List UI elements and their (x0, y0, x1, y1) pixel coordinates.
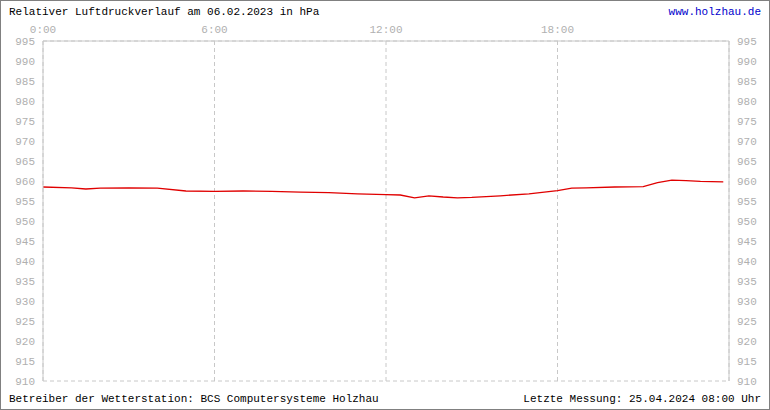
svg-text:990: 990 (737, 56, 757, 68)
svg-text:920: 920 (15, 336, 35, 348)
svg-text:955: 955 (15, 196, 35, 208)
svg-text:935: 935 (737, 276, 757, 288)
svg-text:980: 980 (15, 96, 35, 108)
svg-text:940: 940 (15, 256, 35, 268)
svg-text:910: 910 (15, 376, 35, 388)
svg-text:940: 940 (737, 256, 757, 268)
svg-text:935: 935 (15, 276, 35, 288)
html-text:Betreiber der Wetterstation: B: Betreiber der Wetterstation: BCS Compute… (9, 393, 379, 405)
svg-text:930: 930 (15, 296, 35, 308)
svg-text:945: 945 (15, 236, 35, 248)
svg-text:960: 960 (737, 176, 757, 188)
svg-text:995: 995 (737, 36, 757, 48)
svg-text:910: 910 (737, 376, 757, 388)
svg-text:925: 925 (737, 316, 757, 328)
html-text:www.holzhau.de: www.holzhau.de (668, 6, 761, 18)
svg-text:945: 945 (737, 236, 757, 248)
svg-text:970: 970 (15, 136, 35, 148)
svg-text:975: 975 (737, 116, 757, 128)
svg-text:915: 915 (737, 356, 757, 368)
svg-text:980: 980 (737, 96, 757, 108)
svg-text:960: 960 (15, 176, 35, 188)
svg-text:930: 930 (737, 296, 757, 308)
svg-text:995: 995 (15, 36, 35, 48)
svg-text:970: 970 (737, 136, 757, 148)
svg-text:985: 985 (737, 76, 757, 88)
html-text:Relativer Luftdruckverlauf am: Relativer Luftdruckverlauf am 06.02.2023… (9, 6, 320, 18)
svg-text:965: 965 (737, 156, 757, 168)
svg-text:990: 990 (15, 56, 35, 68)
svg-text:985: 985 (15, 76, 35, 88)
svg-text:6:00: 6:00 (201, 24, 227, 36)
svg-text:950: 950 (737, 216, 757, 228)
svg-text:920: 920 (737, 336, 757, 348)
svg-text:950: 950 (15, 216, 35, 228)
svg-text:12:00: 12:00 (369, 24, 402, 36)
svg-text:18:00: 18:00 (541, 24, 574, 36)
svg-text:965: 965 (15, 156, 35, 168)
svg-text:975: 975 (15, 116, 35, 128)
svg-text:955: 955 (737, 196, 757, 208)
svg-text:925: 925 (15, 316, 35, 328)
html-text:Letzte Messung: 25.04.2024 08:: Letzte Messung: 25.04.2024 08:00 Uhr (523, 393, 761, 405)
svg-text:0:00: 0:00 (30, 24, 56, 36)
svg-text:915: 915 (15, 356, 35, 368)
